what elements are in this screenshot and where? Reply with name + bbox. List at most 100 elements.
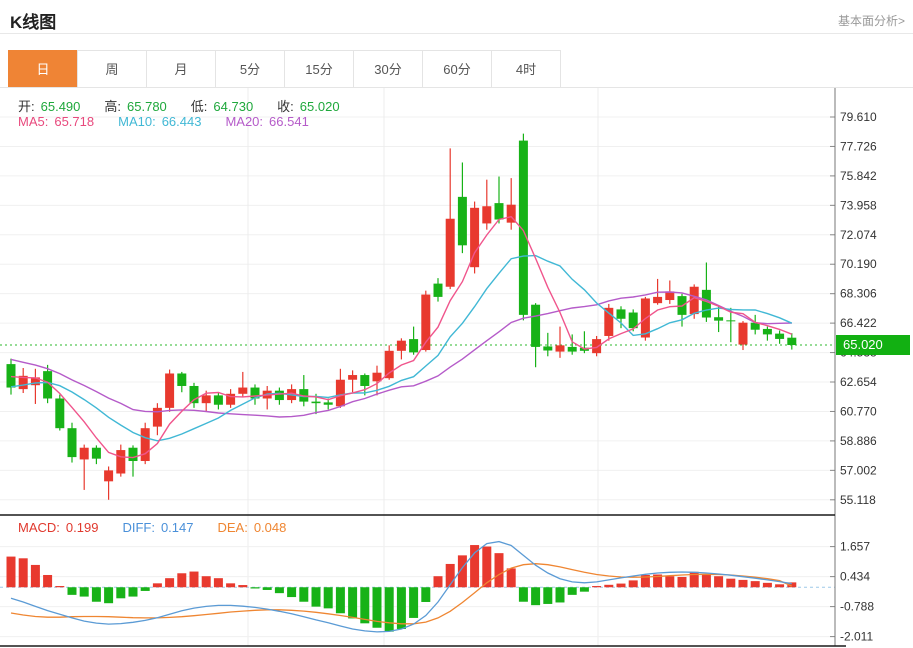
candle-body bbox=[43, 371, 53, 399]
tab-period-4[interactable]: 15分 bbox=[284, 50, 354, 88]
macd-hist-bar bbox=[274, 587, 284, 594]
candle-body bbox=[189, 385, 199, 404]
page-title: K线图 bbox=[10, 13, 57, 32]
legend-value: 64.730 bbox=[213, 99, 254, 114]
macd-hist-bar bbox=[201, 576, 211, 588]
ma20-line bbox=[10, 291, 792, 418]
legend-label: MA20: bbox=[225, 114, 264, 129]
main-axis-label: 55.118 bbox=[840, 493, 876, 507]
legend-value: 0.048 bbox=[253, 520, 287, 535]
macd-hist-bar bbox=[531, 587, 541, 606]
legend-label: MA5: bbox=[18, 114, 49, 129]
legend-value: 65.490 bbox=[40, 99, 81, 114]
macd-legend: MACD: 0.199 DIFF: 0.147 DEA: 0.048 bbox=[18, 520, 310, 535]
candle-body bbox=[409, 339, 419, 353]
macd-hist-bar bbox=[238, 585, 248, 588]
macd-hist-bar bbox=[165, 578, 175, 588]
macd-hist-bar bbox=[494, 553, 504, 588]
fundamental-analysis-link[interactable]: 基本面分析> bbox=[837, 14, 905, 28]
candle-body bbox=[714, 317, 724, 321]
macd-hist-bar bbox=[384, 587, 394, 632]
tab-period-0[interactable]: 日 bbox=[8, 50, 78, 88]
main-axis-label: 62.654 bbox=[840, 375, 877, 389]
legend-label: DIFF: bbox=[122, 520, 155, 535]
main-axis-label: 68.306 bbox=[840, 287, 877, 301]
macd-hist-bar bbox=[714, 576, 724, 588]
legend-value: 0.147 bbox=[160, 520, 194, 535]
candle-body bbox=[250, 387, 260, 399]
candle-body bbox=[226, 393, 236, 405]
candle-body bbox=[30, 377, 40, 386]
main-axis-label: 58.886 bbox=[840, 434, 877, 448]
candle-body bbox=[750, 322, 760, 330]
ohlc-legend: 开: 65.490 高: 65.780 低: 64.730 收: 65.020 bbox=[18, 96, 364, 115]
macd-hist-bar bbox=[79, 587, 89, 597]
candle-body bbox=[396, 340, 406, 351]
macd-hist-bar bbox=[701, 574, 711, 588]
candle-body bbox=[701, 289, 711, 318]
tabrow-border bbox=[0, 87, 913, 88]
ma-legend: MA5: 65.718 MA10: 66.443 MA20: 66.541 bbox=[18, 114, 333, 129]
candle-body bbox=[421, 294, 431, 351]
candle-body bbox=[18, 375, 28, 390]
tab-period-3[interactable]: 5分 bbox=[215, 50, 285, 88]
legend-value: 66.443 bbox=[161, 114, 202, 129]
macd-hist-bar bbox=[457, 555, 467, 588]
macd-hist-bar bbox=[738, 579, 748, 588]
macd-hist-bar bbox=[787, 582, 797, 588]
candle-body bbox=[274, 390, 284, 401]
tab-period-1[interactable]: 周 bbox=[77, 50, 147, 88]
candle-body bbox=[616, 309, 626, 319]
tab-period-7[interactable]: 4时 bbox=[491, 50, 561, 88]
main-axis-label: 60.770 bbox=[840, 404, 877, 418]
header-divider bbox=[0, 33, 913, 34]
macd-hist-bar bbox=[518, 587, 528, 602]
legend-value: 65.780 bbox=[127, 99, 167, 114]
tab-period-6[interactable]: 60分 bbox=[422, 50, 492, 88]
candle-body bbox=[531, 304, 541, 347]
candle-body bbox=[79, 447, 89, 460]
candle-body bbox=[506, 204, 516, 223]
candle-body bbox=[311, 401, 321, 404]
candle-body bbox=[457, 196, 467, 246]
macd-hist-bar bbox=[543, 587, 553, 604]
candle-body bbox=[482, 206, 492, 224]
candle-body bbox=[726, 320, 736, 322]
ma10-line bbox=[10, 254, 793, 442]
legend-label: MA10: bbox=[118, 114, 156, 129]
legend-label: 开: bbox=[18, 99, 35, 114]
candle-body bbox=[6, 364, 16, 388]
legend-label: 收: bbox=[277, 99, 294, 114]
macd-hist-bar bbox=[421, 587, 431, 602]
tab-period-5[interactable]: 30分 bbox=[353, 50, 423, 88]
macd-hist-bar bbox=[592, 586, 602, 588]
macd-hist-bar bbox=[177, 573, 187, 588]
macd-hist-bar bbox=[250, 587, 260, 589]
candle-body bbox=[360, 375, 370, 386]
macd-hist-bar bbox=[348, 587, 358, 619]
candle-body bbox=[55, 398, 65, 429]
candle-body bbox=[116, 450, 126, 474]
candle-body bbox=[348, 375, 358, 380]
candle-body bbox=[494, 203, 504, 220]
candle-body bbox=[335, 379, 345, 407]
candle-body bbox=[128, 447, 138, 462]
macd-hist-bar bbox=[43, 574, 53, 588]
main-axis-label: 66.422 bbox=[840, 316, 877, 330]
macd-axis-label: -0.788 bbox=[840, 600, 874, 614]
candle-body bbox=[470, 207, 480, 268]
macd-hist-bar bbox=[262, 587, 272, 590]
macd-hist-bar bbox=[152, 583, 162, 588]
period-tab-bar: 日周月 5分 15分 30分 60分 4时 bbox=[8, 50, 561, 88]
main-axis-label: 57.002 bbox=[840, 463, 877, 477]
macd-hist-bar bbox=[335, 587, 345, 614]
macd-hist-bar bbox=[567, 587, 577, 595]
legend-value: 65.718 bbox=[54, 114, 95, 129]
ma5-line bbox=[10, 215, 793, 459]
tab-period-2[interactable]: 月 bbox=[146, 50, 216, 88]
macd-hist-bar bbox=[323, 587, 333, 609]
macd-hist-bar bbox=[579, 587, 589, 592]
macd-hist-bar bbox=[104, 587, 114, 604]
candle-body bbox=[238, 387, 248, 394]
main-axis-label: 75.842 bbox=[840, 169, 877, 183]
